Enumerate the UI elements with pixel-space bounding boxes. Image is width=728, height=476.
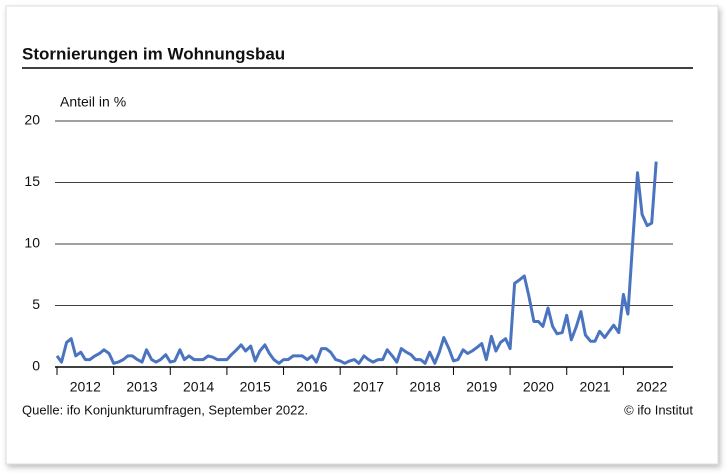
x-tick-label: 2017 — [353, 379, 384, 395]
y-tick-label: 10 — [24, 235, 40, 251]
y-axis-label: Anteil in % — [60, 94, 126, 110]
y-tick-label: 5 — [32, 296, 40, 312]
x-tick-label: 2014 — [183, 379, 214, 395]
x-tick-label: 2016 — [296, 379, 327, 395]
x-tick-label: 2019 — [466, 379, 497, 395]
credit: © ifo Institut — [624, 402, 693, 417]
y-tick-label: 0 — [32, 358, 40, 374]
card — [5, 5, 719, 465]
y-tick-label: 20 — [24, 112, 40, 128]
x-tick-label: 2018 — [410, 379, 441, 395]
x-tick-label: 2015 — [240, 379, 271, 395]
x-tick-label: 2012 — [70, 379, 101, 395]
chart-title: Stornierungen im Wohnungsbau — [22, 44, 285, 63]
x-tick-label: 2022 — [636, 379, 667, 395]
source: Quelle: ifo Konjunkturumfragen, Septembe… — [22, 402, 308, 417]
data-line — [55, 161, 658, 365]
x-tick-label: 2020 — [523, 379, 554, 395]
y-tick-label: 15 — [24, 173, 40, 189]
x-tick-label: 2021 — [579, 379, 610, 395]
x-tick-label: 2013 — [126, 379, 157, 395]
